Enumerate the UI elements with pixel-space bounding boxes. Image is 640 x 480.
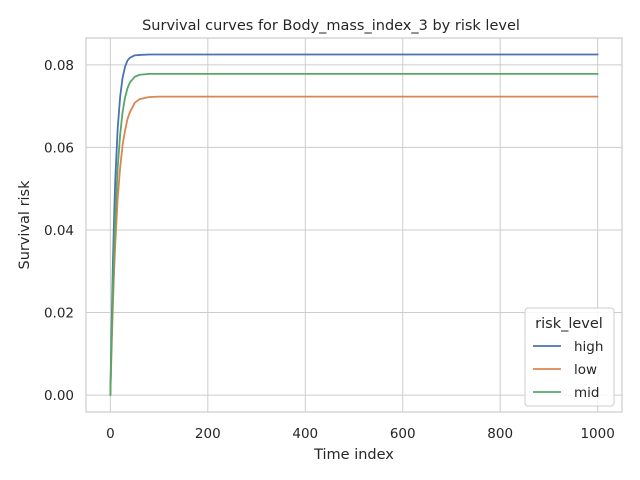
legend-label-low: low xyxy=(574,362,597,378)
chart-title: Survival curves for Body_mass_index_3 by… xyxy=(142,18,520,34)
y-tick-label: 0.06 xyxy=(44,140,74,156)
tick-labels: 0 200 400 600 800 1000 0.00 0.02 0.04 0.06 0.08 xyxy=(44,58,615,442)
x-tick-label: 1000 xyxy=(580,426,614,442)
x-tick-label: 400 xyxy=(292,426,318,442)
x-axis-label: Time index xyxy=(313,447,394,463)
x-tick-label: 0 xyxy=(106,426,115,442)
x-tick-label: 800 xyxy=(487,426,513,442)
y-axis-label: Survival risk xyxy=(17,180,33,270)
y-tick-label: 0.00 xyxy=(44,388,74,404)
x-tick-label: 200 xyxy=(195,426,221,442)
legend-label-mid: mid xyxy=(574,385,599,401)
series-lines xyxy=(109,53,599,396)
legend-box xyxy=(524,307,615,407)
legend: risk_level high low mid xyxy=(524,307,615,407)
legend-title: risk_level xyxy=(535,316,603,332)
y-tick-label: 0.04 xyxy=(44,223,74,239)
series-line-high xyxy=(109,53,599,396)
y-tick-label: 0.08 xyxy=(44,58,74,74)
y-tick-label: 0.02 xyxy=(44,306,74,322)
series-line-mid xyxy=(109,73,599,396)
x-tick-label: 600 xyxy=(390,426,416,442)
legend-label-high: high xyxy=(574,339,603,355)
